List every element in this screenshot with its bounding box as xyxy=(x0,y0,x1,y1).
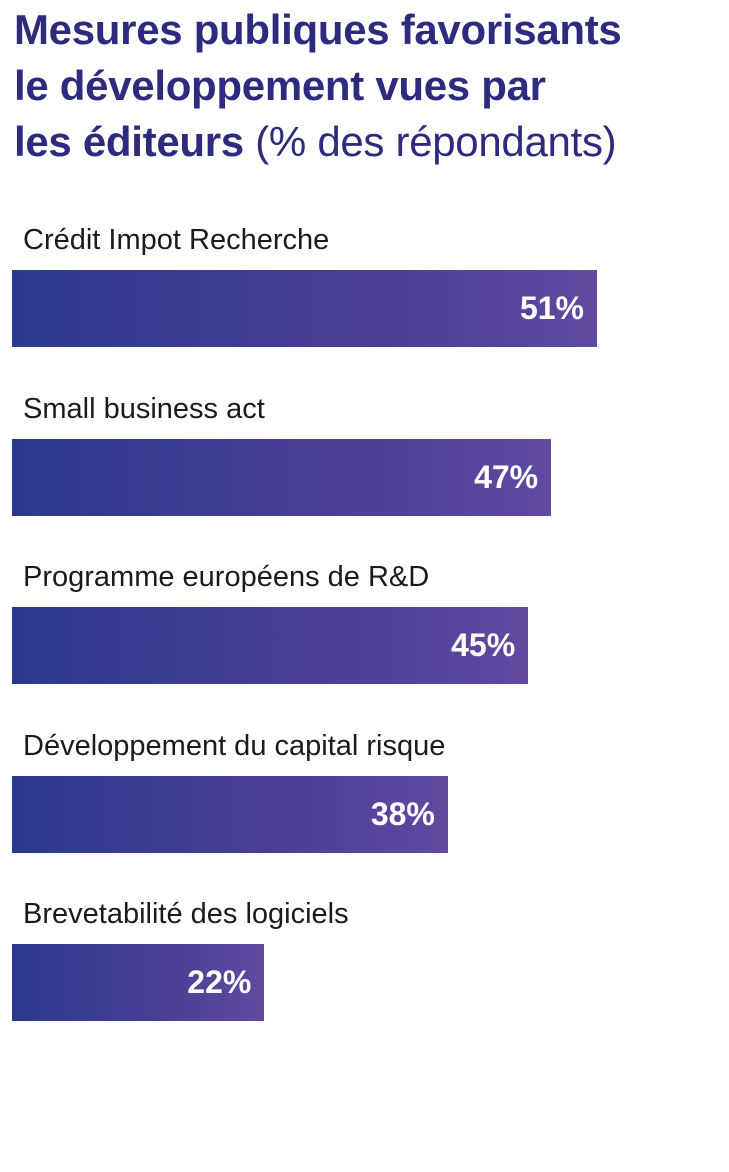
bar: 45% xyxy=(12,607,529,684)
title-line-3: les éditeurs (% des répondants) xyxy=(14,114,726,170)
title-strong-part: les éditeurs xyxy=(14,118,244,165)
bar: 38% xyxy=(12,775,448,853)
bar-value-label: 51% xyxy=(519,290,584,326)
bar-value-label: 47% xyxy=(474,458,539,495)
bar-value-label: 38% xyxy=(370,795,435,832)
category-label: Programme européens de R&D xyxy=(23,561,430,593)
bar: 51% xyxy=(12,270,597,347)
title-line-1: Mesures publiques favorisants xyxy=(14,6,622,53)
title-light-part: (% des répondants) xyxy=(255,118,617,165)
bar: 47% xyxy=(12,438,552,516)
chart-title: Mesures publiques favorisants le dévelop… xyxy=(14,2,726,170)
title-line-2: le développement vues par xyxy=(14,62,546,109)
bar: 22% xyxy=(12,944,265,1021)
bar-value-label: 45% xyxy=(451,627,516,663)
bar-value-label: 22% xyxy=(187,964,252,1000)
category-label: Brevetabilité des logiciels xyxy=(23,898,349,930)
category-label: Crédit Impot Recherche xyxy=(23,224,330,256)
category-label: Développement du capital risque xyxy=(23,729,446,762)
category-label: Small business act xyxy=(23,392,265,425)
